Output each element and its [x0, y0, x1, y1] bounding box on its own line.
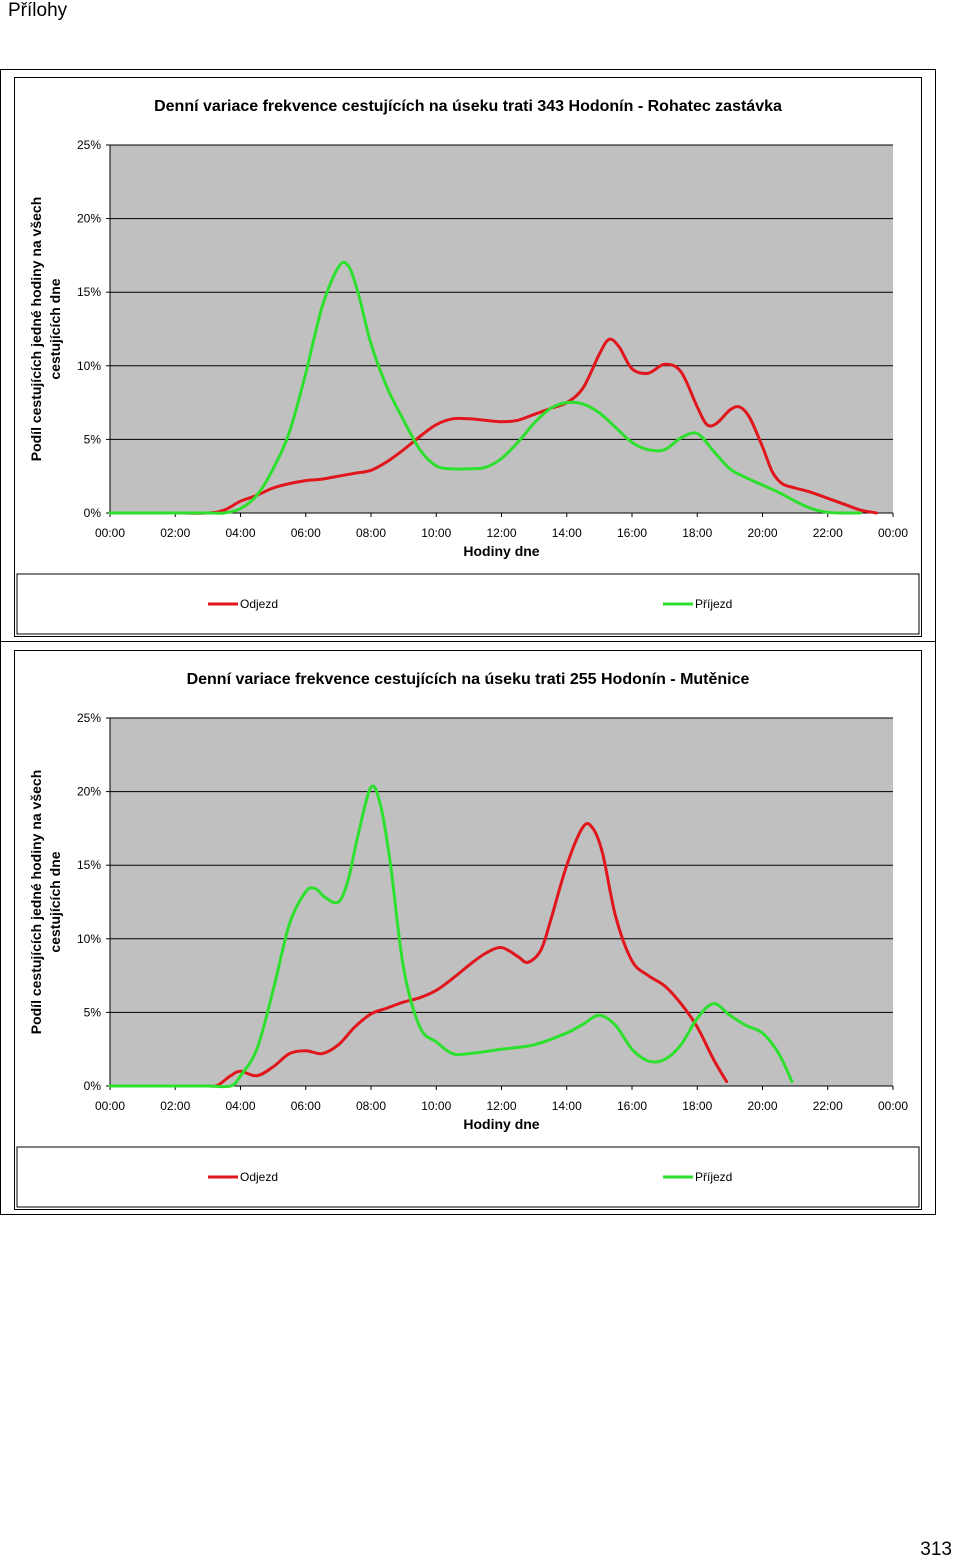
y-tick-label: 15%	[77, 285, 101, 299]
x-tick-label: 14:00	[552, 526, 582, 540]
chart-title: Denní variace frekvence cestujících na ú…	[187, 671, 750, 688]
legend-label: Odjezd	[240, 1170, 278, 1184]
x-tick-label: 22:00	[813, 1099, 843, 1113]
legend-box	[16, 1146, 920, 1208]
chart-rohatec: Denní variace frekvence cestujících na ú…	[16, 98, 920, 635]
chart-mutenice: Denní variace frekvence cestujících na ú…	[16, 671, 920, 1208]
chart-panel-rohatec: Denní variace frekvence cestujících na ú…	[14, 77, 922, 637]
x-tick-label: 06:00	[291, 526, 321, 540]
y-axis-title: Podíl cestujících jedné hodiny na všech c…	[28, 197, 63, 462]
y-tick-label: 15%	[77, 858, 101, 872]
x-tick-label: 10:00	[421, 526, 451, 540]
x-tick-label: 18:00	[682, 526, 712, 540]
y-tick-label: 20%	[77, 212, 101, 226]
x-tick-label: 02:00	[160, 1099, 190, 1113]
series-line-prijezd	[108, 784, 794, 1089]
chart-panel-mutenice: Denní variace frekvence cestujících na ú…	[14, 650, 922, 1210]
x-tick-label: 16:00	[617, 1099, 647, 1113]
x-tick-label: 00:00	[878, 1099, 908, 1113]
x-tick-label: 00:00	[878, 526, 908, 540]
series-line-odjezd	[108, 822, 729, 1088]
chart-title: Denní variace frekvence cestujících na ú…	[154, 98, 782, 115]
y-tick-label: 10%	[77, 359, 101, 373]
y-axis-title-line: Podíl cestujících jedné hodiny na všech	[28, 197, 44, 462]
x-tick-label: 22:00	[813, 526, 843, 540]
y-axis-title-line: Podíl cestujících jedné hodiny na všech	[28, 770, 44, 1035]
y-axis-title-line: cestujících dne	[47, 278, 63, 379]
y-tick-label: 20%	[77, 785, 101, 799]
y-tick-label: 0%	[84, 1079, 102, 1093]
x-axis-title: Hodiny dne	[463, 1116, 539, 1132]
y-tick-label: 25%	[77, 711, 101, 725]
x-tick-label: 10:00	[421, 1099, 451, 1113]
y-axis-title: Podíl cestujících jedné hodiny na všech c…	[28, 770, 63, 1035]
x-tick-label: 20:00	[747, 526, 777, 540]
page-header: Přílohy	[8, 0, 68, 21]
x-tick-label: 18:00	[682, 1099, 712, 1113]
page-number: 313	[920, 1539, 952, 1560]
row-divider	[0, 641, 936, 642]
x-tick-label: 16:00	[617, 526, 647, 540]
x-tick-label: 04:00	[225, 526, 255, 540]
x-tick-label: 08:00	[356, 526, 386, 540]
legend-label: Příjezd	[695, 1170, 732, 1184]
x-tick-label: 12:00	[486, 526, 516, 540]
plot-area	[110, 718, 893, 1086]
y-tick-label: 5%	[84, 432, 102, 446]
legend-label: Odjezd	[240, 597, 278, 611]
x-tick-label: 06:00	[291, 1099, 321, 1113]
x-tick-label: 08:00	[356, 1099, 386, 1113]
x-axis-title: Hodiny dne	[463, 543, 539, 559]
series-line-prijezd	[108, 260, 862, 515]
x-tick-label: 00:00	[95, 1099, 125, 1113]
x-tick-label: 20:00	[747, 1099, 777, 1113]
y-tick-label: 5%	[84, 1005, 102, 1019]
plot-area	[110, 145, 893, 513]
y-tick-label: 0%	[84, 506, 102, 520]
x-tick-label: 02:00	[160, 526, 190, 540]
appendix-frame	[0, 69, 936, 1215]
y-tick-label: 25%	[77, 138, 101, 152]
x-tick-label: 00:00	[95, 526, 125, 540]
x-tick-label: 04:00	[225, 1099, 255, 1113]
x-tick-label: 12:00	[486, 1099, 516, 1113]
legend-label: Příjezd	[695, 597, 732, 611]
y-tick-label: 10%	[77, 932, 101, 946]
y-axis-title-line: cestujících dne	[47, 851, 63, 952]
x-tick-label: 14:00	[552, 1099, 582, 1113]
legend-box	[16, 573, 920, 635]
